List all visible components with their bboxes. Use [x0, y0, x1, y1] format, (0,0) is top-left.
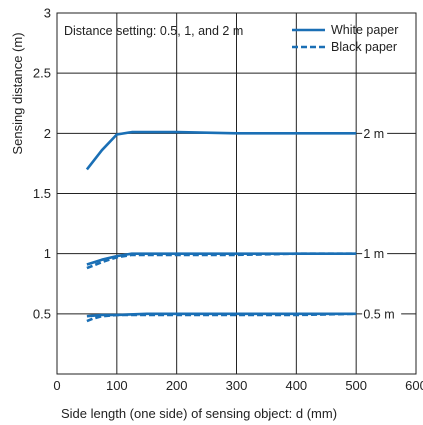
plot-frame	[56, 12, 417, 375]
series-line-2m-solid	[85, 130, 357, 171]
end-label: 0.5 m	[363, 307, 394, 321]
legend-label-black-paper: Black paper	[331, 40, 397, 54]
legend: White paper Black paper	[292, 23, 398, 54]
line-end-labels: 2 m 1 m 0.5 m	[362, 125, 402, 321]
x-tick-label: 200	[166, 378, 188, 393]
x-tick-label: 400	[285, 378, 307, 393]
x-axis-label: Side length (one side) of sensing object…	[61, 406, 337, 421]
legend-label-white-paper: White paper	[331, 23, 398, 37]
series-line-0_5m-dashed	[86, 312, 357, 323]
y-tick-label: 1.5	[33, 186, 51, 201]
end-label-bg	[362, 305, 402, 321]
x-tick-label: 600	[405, 378, 423, 393]
x-tick-label: 300	[226, 378, 248, 393]
end-label-bg	[362, 125, 388, 141]
distance-setting-note: Distance setting: 0.5, 1, and 2 m	[64, 24, 243, 38]
x-tick-label: 500	[345, 378, 367, 393]
y-tick-label: 3	[44, 6, 51, 21]
y-tick-label: 2.5	[33, 66, 51, 81]
x-tick-label: 100	[106, 378, 128, 393]
end-label-bg	[362, 245, 388, 261]
series-lines	[85, 130, 357, 323]
series-line-1m-dashed	[86, 252, 357, 270]
y-tick-label: 1	[44, 246, 51, 261]
y-tick-label: 0.5	[33, 306, 51, 321]
y-tick-label: 2	[44, 126, 51, 141]
y-axis-label: Sensing distance (m)	[10, 32, 25, 154]
tick-labels: 0 100 200 300 400 500 600 0.5 1 1.5 2 2.5 3	[33, 6, 423, 394]
end-label: 2 m	[363, 127, 384, 141]
x-tick-label: 0	[53, 378, 60, 393]
end-label: 1 m	[363, 247, 384, 261]
